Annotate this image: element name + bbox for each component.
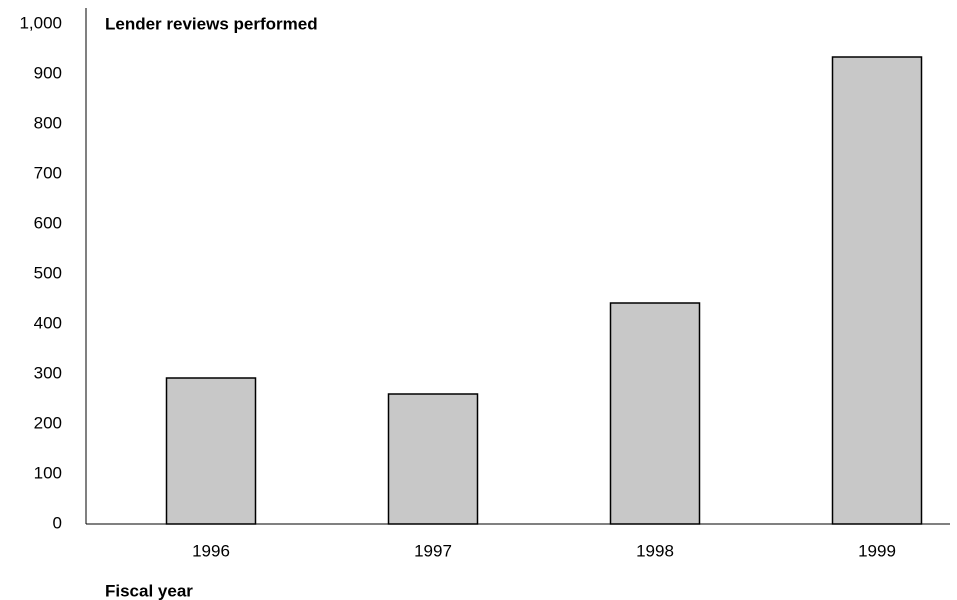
y-tick-label: 700 xyxy=(34,163,62,182)
y-tick-label: 600 xyxy=(34,213,62,232)
y-tick-label: 500 xyxy=(34,263,62,282)
x-tick-label: 1998 xyxy=(636,541,674,560)
y-tick-label: 1,000 xyxy=(19,13,62,32)
y-tick-label: 900 xyxy=(34,63,62,82)
y-tick-label: 300 xyxy=(34,363,62,382)
y-tick-label: 100 xyxy=(34,463,62,482)
bar xyxy=(609,302,701,525)
x-tick-label: 1996 xyxy=(192,541,230,560)
bar xyxy=(831,56,923,525)
x-tick-label: 1999 xyxy=(858,541,896,560)
x-tick-label: 1997 xyxy=(414,541,452,560)
y-tick-label: 400 xyxy=(34,313,62,332)
x-axis-label: Fiscal year xyxy=(105,581,193,600)
y-tick-label: 0 xyxy=(53,513,62,532)
y-tick-label: 800 xyxy=(34,113,62,132)
chart-title: Lender reviews performed xyxy=(105,14,318,33)
bar xyxy=(387,393,479,525)
bar xyxy=(165,377,257,525)
y-tick-label: 200 xyxy=(34,413,62,432)
